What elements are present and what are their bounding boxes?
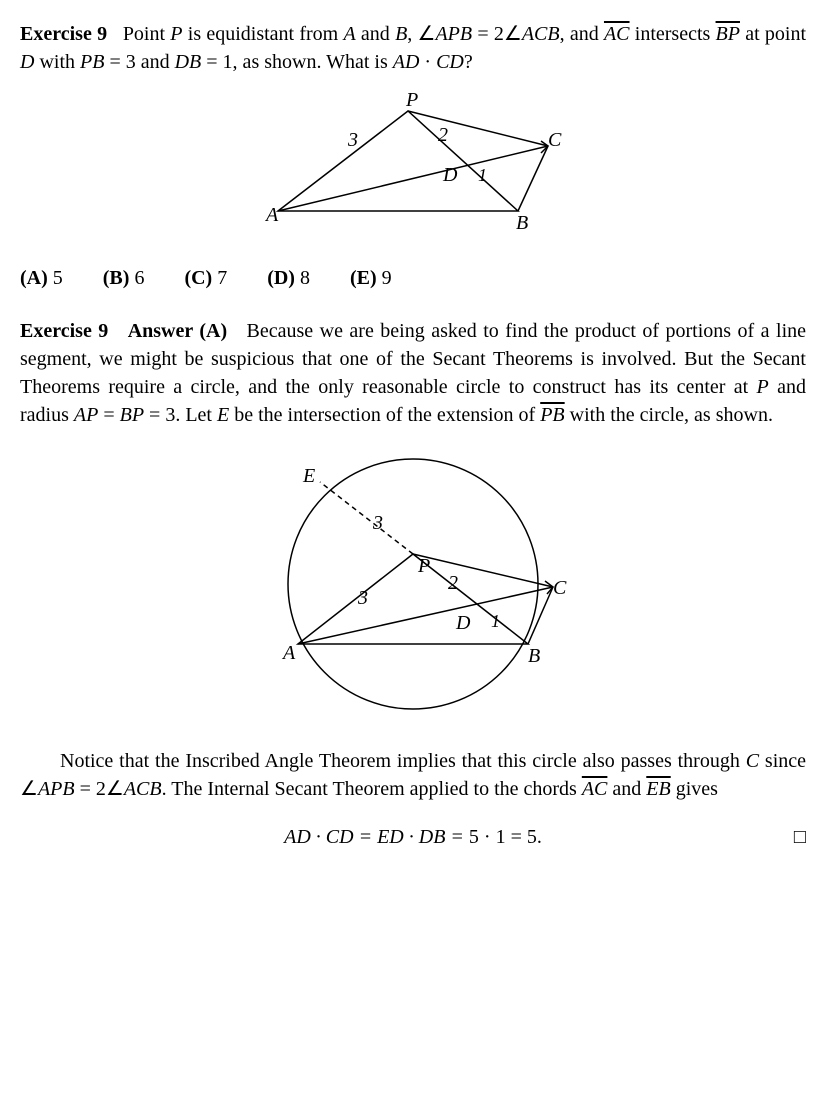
fig2-label-3b: 3 [357, 587, 368, 609]
fig2-label-C: C [553, 577, 567, 599]
fig2-label-2: 2 [448, 572, 458, 594]
figure-2: E P 3 3 2 C D 1 A B [20, 444, 806, 732]
fig1-label-C: C [548, 129, 562, 151]
fig1-label-B: B [516, 212, 528, 231]
final-equation: AD · CD = ED · DB = 5 · 1 = 5. □ [20, 823, 806, 851]
answer-exercise-label: Exercise 9 [20, 320, 108, 342]
answer-explanation: Exercise 9 Answer (A) Because we are bei… [20, 317, 806, 429]
fig1-label-3: 3 [347, 129, 358, 151]
fig2-label-A: A [281, 642, 296, 664]
fig1-label-2: 2 [438, 124, 448, 146]
choice-E: (E) 9 [350, 264, 392, 292]
fig2-label-3a: 3 [372, 512, 383, 534]
fig2-label-E: E [302, 465, 315, 487]
answer-choices: (A) 5 (B) 6 (C) 7 (D) 8 (E) 9 [20, 264, 806, 292]
choice-A: (A) 5 [20, 264, 63, 292]
fig1-label-A: A [264, 204, 279, 226]
fig1-label-D: D [442, 164, 458, 186]
figure-1: P 3 2 C D 1 A B [20, 91, 806, 239]
choice-B: (B) 6 [103, 264, 145, 292]
fig2-label-D: D [455, 612, 471, 634]
fig2-label-1: 1 [491, 611, 500, 631]
qed-symbol: □ [794, 823, 806, 851]
problem-statement: Exercise 9 Point P is equidistant from A… [20, 20, 806, 76]
fig2-label-B: B [528, 645, 540, 667]
exercise-label: Exercise 9 [20, 23, 107, 45]
choice-D: (D) 8 [267, 264, 310, 292]
choice-C: (C) 7 [184, 264, 227, 292]
fig1-label-P: P [405, 91, 418, 111]
fig1-label-1: 1 [478, 165, 487, 185]
conclusion-text: Notice that the Inscribed Angle Theorem … [20, 747, 806, 803]
answer-label: Answer (A) [128, 320, 227, 342]
fig2-label-P: P [417, 555, 430, 577]
